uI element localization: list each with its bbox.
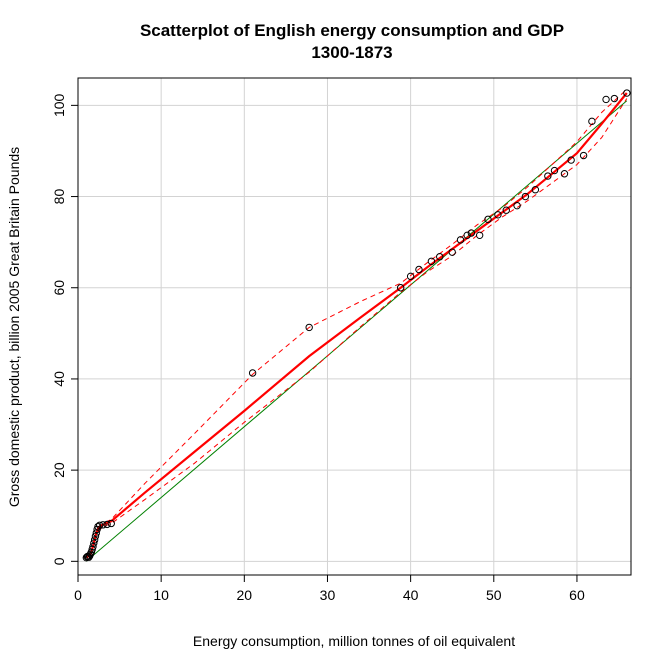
y-tick-label: 0 bbox=[51, 557, 67, 565]
data-point bbox=[463, 231, 471, 240]
data-point bbox=[396, 284, 405, 292]
linear-fit-line bbox=[85, 100, 628, 562]
data-point bbox=[467, 229, 476, 237]
data-point bbox=[623, 89, 631, 97]
data-point bbox=[579, 151, 588, 160]
data-point bbox=[448, 248, 456, 256]
x-axis-label: Energy consumption, million tonnes of oi… bbox=[193, 633, 515, 649]
x-axis: 0 10 20 30 40 50 60 bbox=[74, 574, 585, 603]
x-tick-label: 50 bbox=[486, 587, 502, 603]
data-point bbox=[90, 536, 99, 544]
data-point bbox=[94, 522, 102, 531]
data-point bbox=[91, 532, 100, 540]
y-tick-label: 100 bbox=[51, 93, 67, 117]
data-point bbox=[475, 231, 484, 240]
data-point bbox=[103, 520, 111, 529]
data-point bbox=[305, 323, 313, 332]
chart-title-line-1: Scatterplot of English energy consumptio… bbox=[140, 21, 564, 40]
x-tick-label: 60 bbox=[569, 587, 585, 603]
data-point bbox=[89, 543, 97, 551]
data-point bbox=[521, 192, 530, 201]
data-point bbox=[602, 95, 610, 104]
data-point bbox=[560, 170, 569, 178]
points-layer bbox=[82, 89, 631, 562]
data-point bbox=[513, 201, 521, 210]
data-point bbox=[610, 94, 619, 103]
data-point bbox=[406, 272, 415, 281]
data-point bbox=[588, 117, 596, 126]
data-point bbox=[90, 539, 98, 547]
smooth-fit-line bbox=[85, 92, 628, 559]
data-point bbox=[550, 166, 559, 175]
x-tick-label: 30 bbox=[320, 587, 336, 603]
x-tick-label: 0 bbox=[74, 587, 82, 603]
fit-line-layer bbox=[85, 100, 628, 562]
y-tick-label: 20 bbox=[51, 462, 67, 478]
data-point bbox=[494, 211, 502, 219]
data-point bbox=[544, 172, 552, 180]
grid-lines bbox=[77, 78, 631, 575]
y-tick-label: 80 bbox=[51, 189, 67, 205]
y-axis-label: Gross domestic product, billion 2005 Gre… bbox=[6, 147, 22, 507]
data-point bbox=[248, 369, 257, 377]
data-point bbox=[567, 156, 575, 164]
data-point bbox=[415, 265, 423, 274]
data-point bbox=[107, 519, 115, 528]
data-point bbox=[95, 521, 104, 529]
y-tick-label: 40 bbox=[51, 371, 67, 387]
data-point bbox=[484, 215, 492, 224]
data-point bbox=[531, 186, 540, 194]
data-point bbox=[427, 257, 436, 265]
chart-title-line-2: 1300-1873 bbox=[311, 43, 392, 62]
smooth-band-layer bbox=[97, 89, 628, 533]
data-point bbox=[436, 253, 444, 261]
x-tick-label: 20 bbox=[237, 587, 253, 603]
x-tick-label: 40 bbox=[403, 587, 419, 603]
data-point bbox=[456, 236, 465, 244]
y-tick-label: 60 bbox=[51, 280, 67, 296]
data-point bbox=[99, 521, 107, 529]
smooth-lower-band bbox=[97, 98, 628, 533]
smooth-line-layer bbox=[85, 92, 628, 559]
data-point bbox=[502, 206, 510, 214]
smooth-upper-band bbox=[97, 89, 628, 528]
x-tick-label: 10 bbox=[153, 587, 169, 603]
y-axis: 0 20 40 60 80 100 bbox=[51, 93, 78, 565]
